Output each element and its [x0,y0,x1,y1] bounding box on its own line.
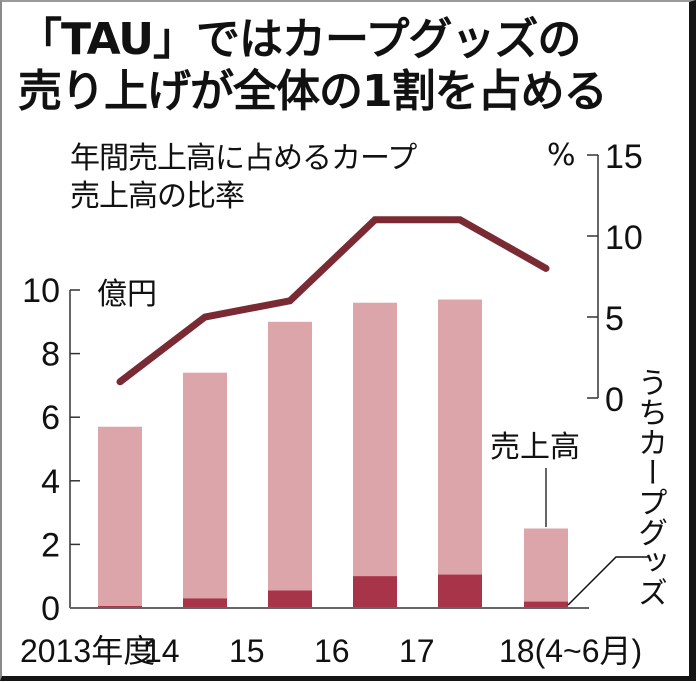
right-axis-tick-label: 10 [605,219,643,257]
x-axis-label: 14 [144,633,180,669]
title-line-1: 「TAU」ではカープグッズの [18,14,581,65]
carp-goods-bar [268,590,312,608]
subtitle-line-2: 売上高の比率 [70,179,245,214]
sales-bar [98,426,142,608]
x-axis-label: 15 [229,633,265,669]
subtitle-line-1: 年間売上高に占めるカープ [70,141,417,176]
left-axis-tick-label: 2 [41,526,60,564]
right-axis-tick-label: 5 [605,300,624,338]
carp-goods-leader-line [567,556,650,606]
left-axis-unit: 億円 [97,277,157,312]
x-axis-label: 16 [314,633,350,669]
left-axis-tick-label: 4 [41,463,60,501]
ratio-line [116,216,550,386]
right-axis-unit: % [547,138,576,173]
chart-title: 「TAU」ではカープグッズの 売り上げが全体の1割を占める [18,14,608,118]
sales-bar [268,321,312,608]
sales-label: 売上高 [490,430,580,465]
right-axis-tick-label: 0 [605,381,624,419]
left-axis-tick-label: 0 [41,590,60,628]
carp-goods-label: うちカープグッズ [632,367,667,607]
left-axis-tick-label: 8 [41,336,60,374]
sales-bar [353,302,397,608]
ratio-series-label: 年間売上高に占めるカープ 売上高の比率 [70,140,417,216]
left-axis-tick-label: 10 [22,272,60,310]
carp-goods-bar [524,601,568,608]
carp-goods-bar [183,598,227,608]
x-axis-label: 2013年度 [20,633,155,669]
sales-bar [438,299,482,608]
carp-goods-bar [353,576,397,608]
x-axis-label: 17 [399,633,435,669]
title-line-2: 売り上げが全体の1割を占める [18,66,608,117]
carp-goods-bar [438,574,482,608]
left-axis-tick-label: 6 [41,399,60,437]
sales-bar [183,372,227,608]
x-axis-label: 18(4~6月) [499,633,642,669]
right-axis-tick-label: 15 [605,138,643,176]
sales-bar [524,528,568,608]
